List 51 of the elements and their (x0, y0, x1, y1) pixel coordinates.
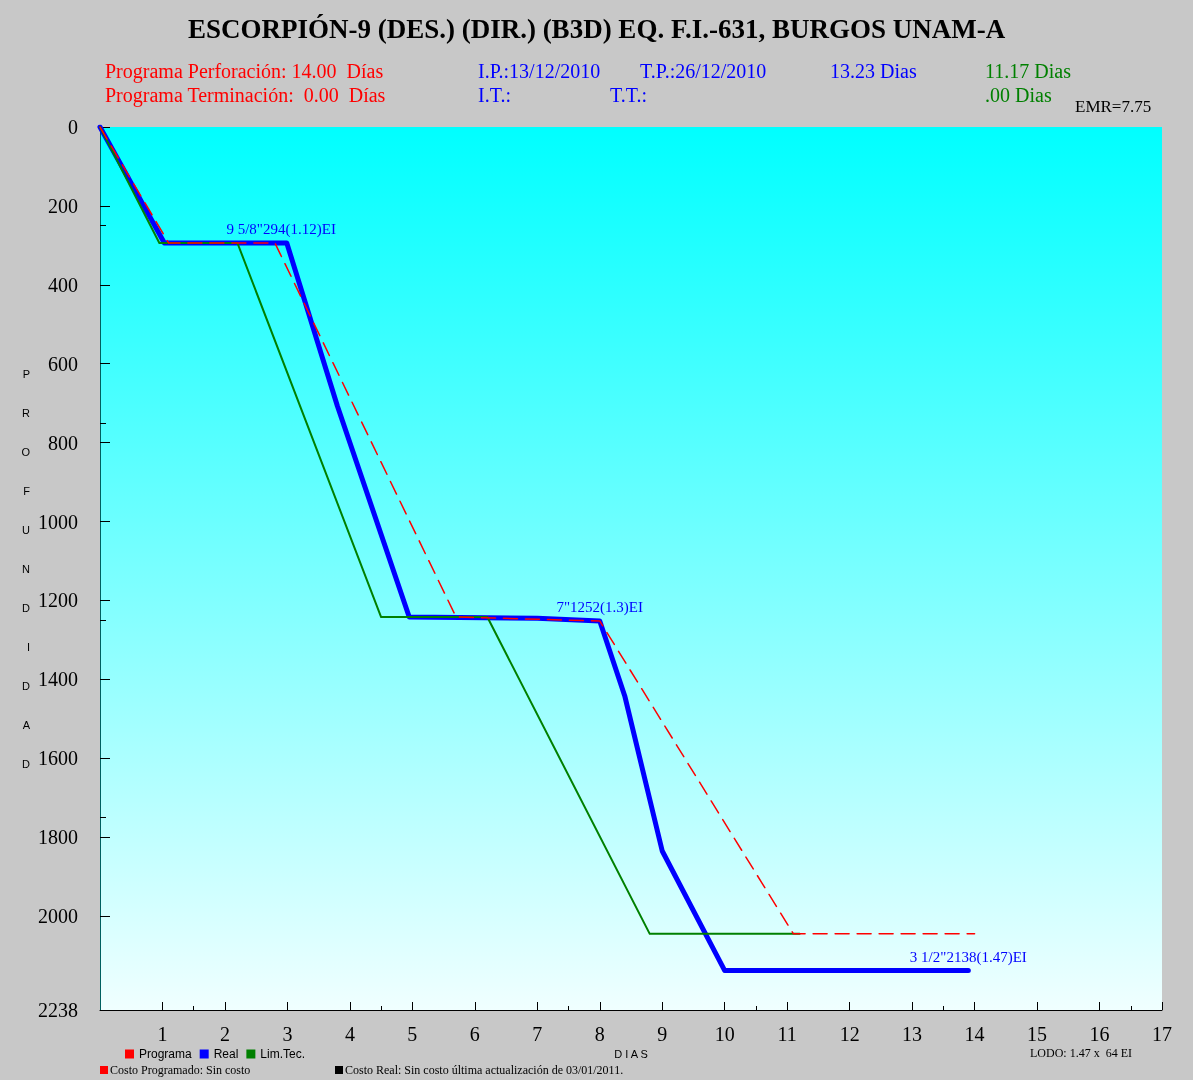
annotation: 3 1/2"2138(1.47)EI (909, 949, 1027, 967)
x-tick-label: 11 (777, 1023, 797, 1045)
y-tick-label: 2000 (38, 905, 78, 928)
y-tick-label: 2238 (38, 999, 78, 1021)
text: Costo Programado: Sin costo (109, 1063, 251, 1077)
text: I.P.:13/12/2010 (478, 60, 601, 82)
chart-title: ESCORPIÓN-9 (DES.) (DIR.) (B3D) EQ. F.I.-631, BURGOS UNAM-A (187, 13, 1006, 44)
x-axis-title: D I A S (614, 1048, 648, 1061)
text: LODO: 1.47 x 64 EI (1030, 1046, 1132, 1060)
y-tick-label: 0 (68, 116, 78, 138)
x-tick-label: 3 (282, 1023, 293, 1045)
x-tick-label: 16 (1089, 1023, 1110, 1045)
annotation: 9 5/8"294(1.12)EI (226, 221, 336, 239)
x-tick-label: 9 (657, 1023, 668, 1045)
x-tick-label: 5 (407, 1023, 418, 1045)
y-tick-label: 1400 (38, 668, 78, 691)
x-tick-label: 7 (532, 1023, 543, 1045)
text: Costo Real: Sin costo última actualización de 03/01/2011. (344, 1063, 624, 1077)
x-tick-label: 4 (344, 1023, 355, 1045)
y-tick-label: 800 (48, 431, 78, 454)
text: Programa Perforación: 14.00 Días (105, 60, 384, 83)
x-tick-label: 13 (902, 1023, 923, 1045)
text: 13.23 Dias (830, 60, 917, 82)
y-tick-label: 1600 (38, 747, 78, 770)
x-tick-label: 1 (157, 1023, 168, 1045)
text: EMR=7.75 (1075, 97, 1152, 116)
x-tick-label: 6 (469, 1023, 480, 1045)
y-tick-label: 200 (48, 194, 78, 217)
x-tick-label: 10 (714, 1023, 735, 1045)
text: PROFUNDIDAD (21, 367, 30, 770)
x-tick-label: 14 (964, 1023, 985, 1045)
y-tick-label: 1000 (38, 510, 78, 533)
y-tick-label: 1200 (38, 589, 78, 612)
y-tick-label: 400 (48, 273, 78, 296)
y-tick-label: 600 (48, 352, 78, 375)
annotation: 7"1252(1.3)EI (556, 599, 644, 617)
x-tick-label: 17 (1152, 1023, 1172, 1045)
x-tick-label: 2 (219, 1023, 230, 1045)
legend-label: Programa (139, 1047, 193, 1061)
legend-label: Lim.Tec. (260, 1047, 306, 1061)
x-tick-label: 8 (594, 1023, 605, 1045)
text: T.P.:26/12/2010 (640, 60, 767, 82)
x-tick-label: 12 (839, 1023, 860, 1045)
y-tick-label: 1800 (38, 826, 78, 849)
x-tick-label: 15 (1027, 1023, 1048, 1045)
text: I.T.: (478, 84, 511, 106)
legend-label: Real (213, 1047, 239, 1061)
text: 11.17 Dias (985, 60, 1072, 82)
text: .00 Dias (985, 84, 1052, 106)
text: T.T.: (610, 84, 648, 106)
text: Programa Terminación: 0.00 Días (105, 84, 386, 107)
